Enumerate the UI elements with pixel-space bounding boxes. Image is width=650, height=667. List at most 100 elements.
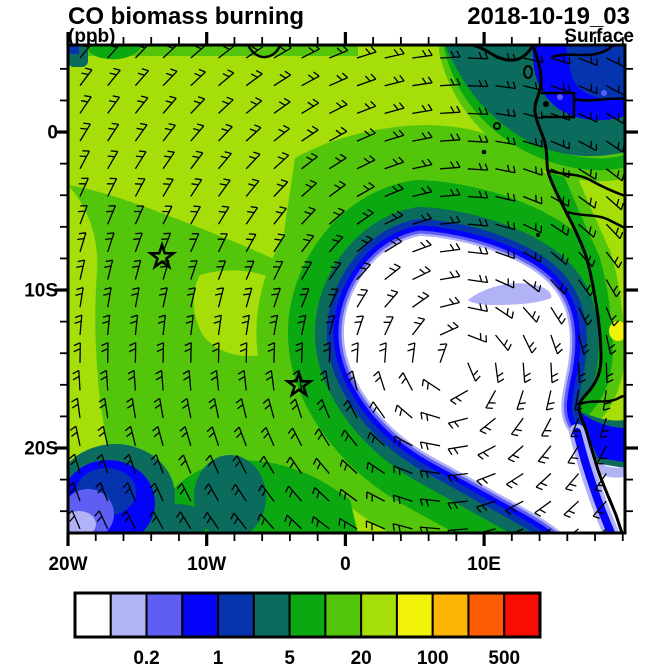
wind-barb — [384, 102, 405, 115]
wind-barb — [287, 427, 303, 447]
wind-barb — [398, 372, 413, 391]
wind-barb — [467, 246, 489, 255]
wind-barb — [495, 80, 516, 90]
coastline-guinea-dip — [246, 45, 282, 59]
land-feature-dot — [543, 101, 549, 107]
wind-barb — [393, 465, 413, 476]
wind-barb — [203, 512, 220, 530]
wind-barb — [504, 500, 524, 516]
wind-barb — [104, 259, 114, 280]
lavender-streak-in-hole — [468, 283, 552, 305]
wind-barb — [605, 279, 621, 298]
border-cameroon — [551, 45, 614, 59]
wind-barb — [356, 73, 377, 87]
colorbar-cell — [181, 592, 220, 638]
wind-barb — [190, 68, 206, 87]
wind-barb — [328, 234, 344, 253]
colorbar-cell — [431, 592, 470, 638]
wind-barb — [97, 425, 109, 446]
wind-barb — [384, 47, 405, 59]
wind-barb — [420, 411, 441, 422]
wind-barb — [262, 398, 275, 419]
wind-barb — [245, 233, 257, 253]
wind-barb — [578, 140, 598, 152]
wind-barb — [340, 429, 358, 447]
wind-barb — [158, 287, 168, 308]
wind-barb — [124, 425, 137, 446]
wind-barb — [245, 124, 262, 142]
wind-barb — [312, 457, 330, 474]
colorbar-outline — [73, 591, 542, 639]
wind-barb — [356, 155, 376, 170]
wind-barb — [107, 67, 121, 87]
wind-barb — [232, 455, 247, 474]
wind-barb — [412, 76, 433, 87]
clear-air-hole — [343, 236, 625, 533]
wind-barb — [523, 138, 544, 148]
colorbar-cell — [288, 592, 327, 638]
wind-barb — [450, 389, 469, 405]
wind-barb — [79, 150, 90, 170]
wind-barb — [245, 69, 263, 87]
wind-barb — [339, 459, 358, 474]
wind-barb — [384, 237, 403, 253]
colorbar-label: 0.2 — [133, 648, 159, 667]
wind-barb — [522, 279, 542, 293]
wind-barb — [356, 288, 369, 308]
wind-barb — [218, 96, 234, 114]
wind-barb — [210, 369, 220, 391]
wind-barb — [152, 426, 164, 446]
wind-barb — [107, 150, 119, 170]
wind-barb — [338, 517, 358, 530]
border-gabon-north — [573, 97, 625, 102]
colorbar-label: 20 — [351, 648, 372, 667]
wind-barb — [121, 510, 136, 530]
wind-barb — [600, 528, 607, 533]
wind-barb — [495, 108, 516, 118]
axis-ticks-layer — [55, 32, 638, 546]
wind-barb — [467, 333, 488, 343]
wind-barb — [578, 251, 596, 267]
wind-barb — [259, 455, 275, 474]
wind-barb — [494, 362, 505, 384]
wind-barb — [534, 500, 552, 517]
wind-barb — [412, 49, 433, 59]
wind-barb — [231, 483, 247, 502]
wind-barb — [384, 129, 405, 142]
x-axis-label: 10E — [467, 554, 501, 575]
colorbar-cell — [324, 592, 363, 638]
coastal-strip-0.5-1 — [573, 428, 615, 533]
wind-barb — [325, 315, 336, 336]
wind-barb — [351, 342, 359, 363]
wind-barb — [122, 482, 137, 502]
wind-barb — [186, 287, 196, 308]
wind-barb — [440, 78, 461, 87]
star-marker — [283, 368, 315, 398]
wind-barb — [542, 528, 552, 533]
wind-barb — [217, 178, 231, 197]
wind-barb — [301, 125, 319, 142]
wind-barb — [356, 46, 377, 59]
wind-barb — [467, 135, 489, 143]
wind-barb — [311, 516, 330, 530]
star-marker — [146, 240, 178, 270]
wind-barb — [319, 370, 330, 391]
x-axis-label: 20W — [48, 554, 87, 575]
wind-barb — [328, 180, 346, 198]
wind-barb — [105, 232, 115, 253]
wind-barb — [384, 183, 404, 198]
wind-barb — [131, 287, 140, 308]
wind-barb — [314, 428, 330, 447]
wind-barb — [273, 151, 290, 170]
wind-barb — [71, 397, 81, 419]
wind-barb — [95, 482, 109, 502]
wind-barb — [550, 362, 559, 384]
wind-barb — [494, 334, 512, 351]
wind-barb — [338, 488, 358, 502]
wind-barb — [273, 233, 286, 253]
wind-barb — [440, 215, 461, 225]
wind-barb — [107, 95, 121, 114]
wind-barb — [467, 51, 489, 60]
wind-barb — [495, 278, 515, 289]
wind-barb — [522, 223, 542, 234]
